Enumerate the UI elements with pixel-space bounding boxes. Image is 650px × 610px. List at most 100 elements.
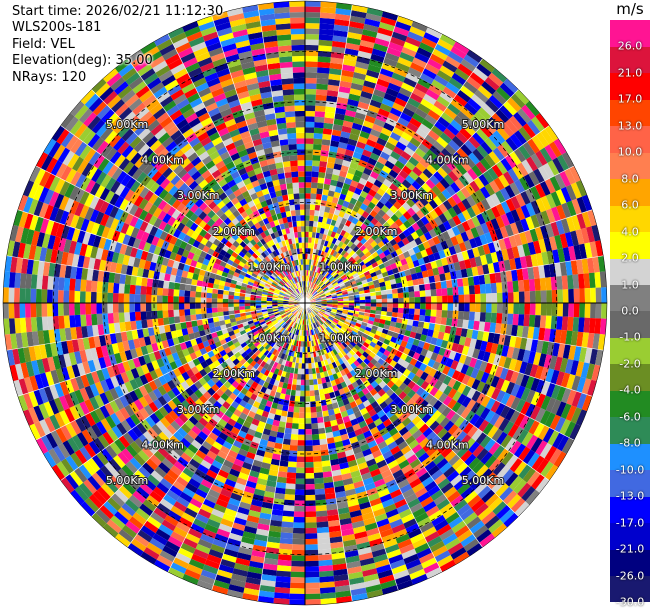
velocity-gate: [294, 500, 305, 507]
velocity-gate: [364, 292, 371, 297]
velocity-gate: [469, 238, 478, 249]
velocity-gate: [391, 312, 398, 318]
velocity-gate: [96, 292, 103, 303]
velocity-gate: [327, 79, 341, 87]
velocity-gate: [394, 97, 408, 108]
velocity-gate: [189, 303, 196, 310]
velocity-gate: [377, 108, 390, 118]
velocity-gate: [316, 286, 321, 292]
velocity-gate: [359, 39, 375, 49]
velocity-gate: [352, 224, 360, 232]
velocity-gate: [417, 186, 428, 197]
velocity-gate: [305, 83, 317, 90]
velocity-gate: [140, 294, 146, 303]
velocity-gate: [447, 170, 459, 183]
velocity-gate: [317, 177, 325, 184]
velocity-gate: [411, 180, 422, 191]
velocity-gate: [447, 217, 457, 229]
velocity-gate: [313, 455, 322, 463]
velocity-gate: [350, 127, 361, 136]
velocity-gate: [507, 281, 514, 293]
velocity-gate: [332, 196, 339, 204]
velocity-gate: [310, 187, 318, 194]
velocity-gate: [333, 273, 340, 279]
velocity-gate: [326, 161, 335, 169]
velocity-gate: [291, 555, 305, 562]
velocity-gate: [363, 80, 377, 89]
velocity-gate: [450, 119, 463, 132]
velocity-gate: [36, 274, 43, 290]
velocity-gate: [375, 290, 382, 296]
velocity-gate: [317, 422, 325, 429]
velocity-gate: [402, 313, 409, 320]
velocity-gate: [365, 299, 371, 303]
velocity-gate: [306, 275, 308, 282]
velocity-gate: [343, 278, 350, 284]
velocity-gate: [530, 200, 541, 215]
velocity-gate: [315, 494, 326, 501]
velocity-gate: [328, 286, 335, 291]
velocity-gate: [451, 253, 459, 264]
velocity-gate: [530, 214, 540, 229]
velocity-gate: [370, 184, 380, 193]
velocity-gate: [313, 466, 323, 473]
velocity-gate: [173, 289, 180, 297]
velocity-gate: [504, 224, 514, 237]
velocity-gate: [337, 91, 350, 99]
velocity-gate: [305, 17, 320, 24]
velocity-gate: [499, 104, 514, 120]
velocity-gate: [305, 401, 311, 408]
velocity-gate: [68, 290, 75, 303]
velocity-gate: [335, 107, 347, 116]
velocity-gate: [428, 322, 436, 331]
velocity-gate: [358, 311, 365, 316]
velocity-gate: [504, 184, 516, 199]
velocity-gate: [312, 271, 316, 277]
velocity-gate: [364, 144, 375, 153]
velocity-gate: [530, 185, 541, 201]
velocity-gate: [485, 195, 496, 209]
velocity-gate: [305, 116, 315, 123]
velocity-gate: [317, 273, 322, 280]
velocity-gate: [428, 84, 443, 96]
velocity-gate: [518, 291, 525, 303]
velocity-gate: [336, 215, 343, 223]
velocity-gate: [334, 220, 341, 228]
velocity-gate: [320, 306, 327, 309]
velocity-gate: [79, 291, 86, 303]
velocity-gate: [349, 197, 358, 206]
velocity-gate: [322, 277, 328, 283]
velocity-gate: [13, 287, 20, 303]
velocity-gate: [329, 62, 343, 70]
velocity-gate: [353, 231, 361, 239]
velocity-gate: [566, 200, 577, 217]
velocity-gate: [416, 47, 433, 59]
velocity-gate: [157, 317, 164, 327]
velocity-gate: [460, 159, 472, 172]
velocity-gate: [546, 290, 553, 303]
velocity-gate: [367, 229, 375, 237]
velocity-gate: [344, 109, 357, 118]
velocity-gate: [328, 236, 335, 243]
velocity-gate: [457, 110, 471, 124]
velocity-gate: [507, 168, 519, 183]
velocity-gate: [484, 76, 500, 91]
velocity-gate: [305, 198, 311, 205]
velocity-gate: [113, 282, 120, 294]
velocity-gate: [339, 170, 348, 178]
velocity-gate: [380, 127, 393, 137]
velocity-gate: [424, 134, 437, 146]
velocity-gate: [173, 303, 179, 310]
velocity-gate: [469, 180, 480, 193]
velocity-gate: [479, 157, 492, 171]
velocity-gate: [403, 41, 419, 53]
velocity-gate: [307, 275, 310, 282]
velocity-gate: [329, 242, 335, 250]
velocity-gate: [474, 311, 481, 322]
velocity-gate: [337, 198, 345, 206]
velocity-gate: [450, 235, 459, 246]
velocity-gate: [305, 220, 310, 227]
velocity-gate: [453, 115, 467, 128]
velocity-gate: [337, 269, 344, 276]
velocity-gate: [550, 276, 558, 291]
